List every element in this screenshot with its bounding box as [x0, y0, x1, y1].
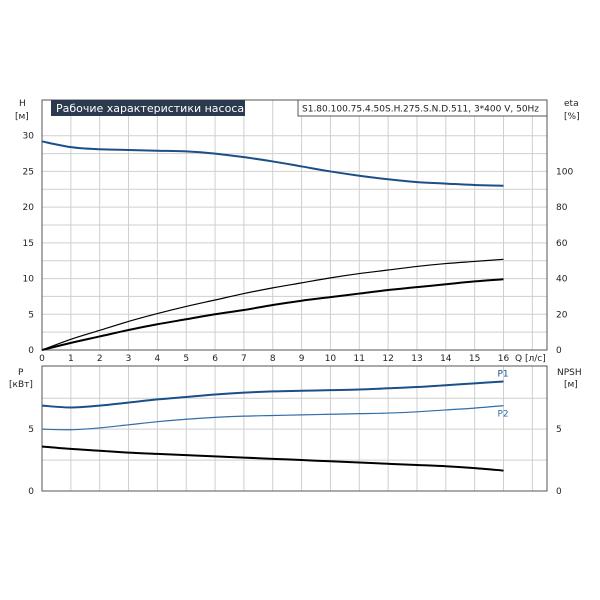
y-left-tick-label: 20: [23, 203, 35, 213]
x-tick-label: 16: [498, 354, 510, 364]
model-box: [297, 99, 548, 117]
efficiency-curve: [41, 258, 504, 351]
y-left-tick-label: 0: [28, 346, 34, 356]
x-tick-label: 15: [469, 354, 480, 364]
y-right-tick-label: 100: [556, 167, 573, 177]
top-grid: [41, 100, 547, 350]
y-left-unit-top: [м]: [15, 112, 29, 122]
npsh-curve: [41, 445, 504, 472]
x-tick-label: 8: [270, 354, 276, 364]
y-right-tick-label: 60: [556, 239, 568, 249]
x-tick-label: 7: [241, 354, 247, 364]
bottom-grid: [41, 366, 547, 491]
x-axis-label: Q [л/с]: [515, 354, 546, 364]
top-panel-frame: [41, 99, 548, 351]
top-panel: Рабочие характеристики насоса S1.80.100.…: [15, 99, 580, 364]
x-tick-label: 12: [382, 354, 393, 364]
y-right-tick-label: 80: [556, 203, 568, 213]
y-right-tick-label: 40: [556, 275, 568, 285]
x-tick-label: 11: [354, 354, 365, 364]
y-left-tick-label: 25: [23, 167, 34, 177]
x-tick-label: 4: [155, 354, 161, 364]
y-left-unit-bottom: [кВт]: [9, 380, 33, 390]
head-curve: [41, 140, 504, 187]
y-left-tick-label: 30: [23, 132, 35, 142]
x-tick-label: 9: [299, 354, 305, 364]
series-label-p1: P1: [498, 369, 509, 379]
y-left-label-bottom: P: [18, 368, 24, 378]
x-tick-label: 3: [126, 354, 132, 364]
chart-title: Рабочие характеристики насоса: [56, 102, 244, 115]
series-label-p2: P2: [498, 410, 509, 420]
x-tick-label: 1: [68, 354, 74, 364]
y-right-tick-label: 0: [556, 346, 562, 356]
x-tick-label: 10: [325, 354, 337, 364]
top-tick-labels: 0 1 2 3 4 5 6 7 8 9 10 11 12 13 14 15 160510152025300204…: [23, 132, 574, 364]
y-left-tick-label: 10: [23, 275, 35, 285]
bottom-panel: P [кВт] NPSH [м] 0 5 0 5 P1 P2: [9, 365, 582, 497]
y-right-unit-bottom: [м]: [564, 380, 578, 390]
npsh-tick-label: 0: [556, 487, 562, 497]
y-left-label-top: H: [19, 99, 26, 109]
y-left-tick-label: 5: [28, 310, 34, 320]
x-tick-label: 0: [39, 354, 45, 364]
title-background: [51, 100, 245, 116]
y-right-unit-top: [%]: [564, 112, 580, 122]
p1-curve: [41, 380, 504, 409]
x-tick-label: 13: [411, 354, 422, 364]
bottom-tick-labels: 0 5 0 5: [28, 425, 562, 497]
y-right-label-top: eta: [564, 99, 579, 109]
npsh-tick-label: 5: [556, 425, 562, 435]
pump-model-text: S1.80.100.75.4.50S.H.275.S.N.D.511, 3*40…: [302, 105, 539, 115]
p-tick-label: 0: [28, 487, 34, 497]
x-tick-label: 5: [183, 354, 189, 364]
x-tick-label: 14: [440, 354, 452, 364]
bottom-curves: P1 P2: [41, 369, 509, 472]
x-tick-label: 6: [212, 354, 218, 364]
top-curves: [41, 140, 504, 351]
bottom-panel-frame: [41, 365, 548, 492]
curve-3: [41, 278, 504, 351]
y-right-tick-label: 20: [556, 310, 568, 320]
p-tick-label: 5: [28, 425, 34, 435]
y-left-tick-label: 15: [23, 239, 34, 249]
y-right-label-bottom: NPSH: [557, 368, 582, 378]
x-tick-label: 2: [97, 354, 103, 364]
p2-curve: [41, 405, 504, 431]
